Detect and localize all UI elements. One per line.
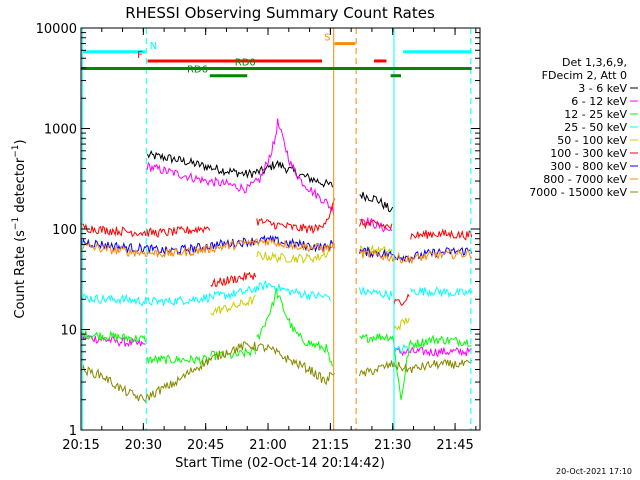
- legend-label-7000-15000-kev: 7000 - 15000 keV: [529, 186, 627, 199]
- legend-label-25-50-kev: 25 - 50 keV: [564, 121, 627, 134]
- series-12-25-kev-segment-1: [146, 354, 211, 366]
- series-50-100-kev: [210, 244, 410, 332]
- legend: Det 1,3,6,9, FDecim 2, Att 0 3 - 6 keV6 …: [529, 56, 638, 199]
- series-800-7000-kev-segment-1: [359, 248, 472, 264]
- series-50-100-kev-segment-0: [210, 295, 256, 316]
- y-axis-label-end: ): [13, 139, 28, 144]
- footer-date: 20-Oct-2021 17:10: [556, 467, 632, 476]
- flag-f-label: F: [137, 50, 143, 61]
- flag-rd6: RD6: [187, 65, 402, 78]
- series-800-7000-kev: [80, 237, 472, 264]
- series-100-300-kev-segment-2: [256, 198, 335, 235]
- series-25-50-kev-segment-0: [80, 280, 331, 307]
- series-3-6-kev: [147, 149, 394, 213]
- legend-header-line-1: Det 1,3,6,9,: [562, 56, 627, 69]
- series-100-300-kev-segment-0: [80, 222, 211, 238]
- y-axis-label-mid: detector: [13, 157, 28, 217]
- series-100-300-kev-segment-4: [393, 293, 410, 306]
- x-tick-label-20-30: 20:30: [125, 438, 162, 453]
- y-axis-label: Count Rate (s−1 detector−1): [11, 139, 28, 318]
- axis-layer: 20:15 20:30 20:45 21:00 21:15 21:30 21:45 1 10 10…: [36, 22, 480, 453]
- series-3-6-kev-segment-0: [147, 149, 333, 188]
- series-300-800-kev-segment-1: [359, 245, 473, 264]
- legend-label-12-25-kev: 12 - 25 keV: [564, 108, 627, 121]
- y-tick-label-10: 10: [60, 324, 77, 339]
- x-tick-label-21-30: 21:30: [374, 438, 411, 453]
- vline-layer: [81, 28, 472, 430]
- flag-rd0: RD0: [81, 58, 472, 71]
- x-tick-label-21-45: 21:45: [436, 438, 473, 453]
- flag-f: F: [137, 50, 387, 63]
- y-tick-label-1000: 1000: [44, 123, 77, 138]
- series-7000-15000-kev-segment-0: [80, 341, 335, 404]
- series-300-800-kev: [80, 234, 473, 264]
- series-100-300-kev: [80, 198, 473, 306]
- legend-label-100-300-kev: 100 - 300 keV: [550, 147, 627, 160]
- legend-label-50-100-kev: 50 - 100 keV: [557, 134, 627, 147]
- series-100-300-kev-segment-5: [410, 228, 473, 241]
- flag-n-label: N: [150, 41, 157, 52]
- series-25-50-kev-segment-3: [410, 286, 473, 299]
- x-axis-label: Start Time (02-Oct-14 20:14:42): [175, 456, 385, 471]
- series-25-50-kev-segment-2: [393, 343, 410, 357]
- series-50-100-kev-segment-3: [393, 317, 410, 332]
- flag-layer: N S F RD0 RD6: [81, 33, 472, 78]
- series-100-300-kev-segment-1: [210, 271, 257, 288]
- series-12-25-kev-segment-4: [359, 333, 472, 400]
- flag-rd6-label: RD6: [187, 65, 208, 76]
- series-25-50-kev-segment-1: [359, 285, 393, 301]
- series-3-6-kev-segment-1: [359, 191, 394, 213]
- legend-label-800-7000-kev: 800 - 7000 keV: [543, 173, 627, 186]
- legend-label-3-6-kev: 3 - 6 keV: [578, 82, 627, 95]
- series-layer: [80, 118, 473, 404]
- legend-label-6-12-kev: 6 - 12 keV: [571, 95, 627, 108]
- series-800-7000-kev-segment-0: [80, 237, 335, 258]
- series-7000-15000-kev: [80, 341, 473, 404]
- series-6-12-kev-segment-3: [393, 346, 472, 358]
- x-tick-label-21-15: 21:15: [312, 438, 349, 453]
- flag-s: S: [324, 33, 356, 46]
- series-6-12-kev-segment-2: [359, 217, 393, 233]
- series-7000-15000-kev-segment-1: [359, 359, 473, 377]
- y-axis-label-sup-2: −1: [11, 144, 21, 157]
- series-25-50-kev: [80, 280, 473, 357]
- x-tick-label-21-00: 21:00: [249, 438, 286, 453]
- chart-title: RHESSI Observing Summary Count Rates: [125, 4, 435, 22]
- y-axis-label-sup-1: −1: [11, 217, 21, 230]
- series-300-800-kev-segment-0: [80, 234, 335, 256]
- y-tick-label-10000: 10000: [36, 22, 77, 37]
- series-50-100-kev-segment-1: [256, 249, 331, 264]
- y-axis-label-main: Count Rate (s: [13, 230, 28, 319]
- y-tick-label-1: 1: [69, 424, 77, 439]
- series-12-25-kev-segment-0: [80, 330, 146, 345]
- flag-rd0-label: RD0: [235, 58, 256, 69]
- legend-header-line-2: FDecim 2, Att 0: [542, 69, 627, 82]
- flag-s-label: S: [324, 33, 330, 44]
- plot-frame: [80, 27, 481, 431]
- x-tick-label-20-45: 20:45: [187, 438, 224, 453]
- series-12-25-kev-segment-3: [256, 288, 333, 367]
- series-100-300-kev-segment-3: [359, 218, 393, 230]
- legend-label-300-800-kev: 300 - 800 keV: [550, 160, 627, 173]
- series-6-12-kev-segment-1: [146, 118, 335, 216]
- x-tick-label-20-15: 20:15: [62, 438, 99, 453]
- flag-n: N: [83, 41, 472, 54]
- y-tick-label-100: 100: [52, 223, 77, 238]
